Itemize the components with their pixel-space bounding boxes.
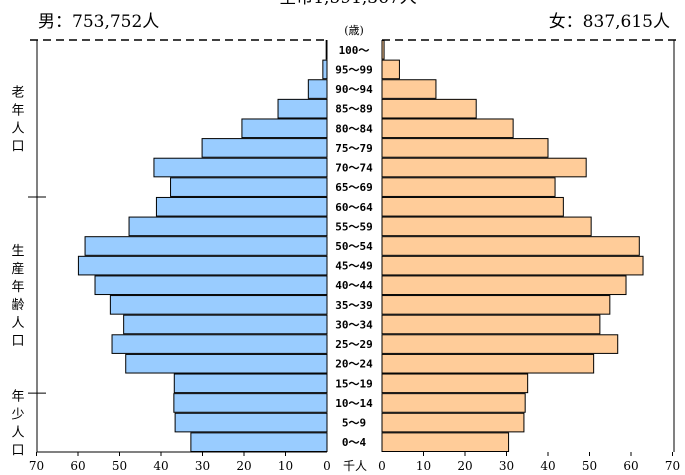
age-label: 25～29 xyxy=(335,338,373,351)
female-x-tick-label: 30 xyxy=(499,459,514,473)
female-bar-65～69 xyxy=(381,177,556,197)
female-bar-80～84 xyxy=(381,118,514,139)
age-label: 0～4 xyxy=(342,436,367,449)
female-bar-45～49 xyxy=(381,255,644,276)
age-group-label-char: 口 xyxy=(11,139,24,154)
male-bar-25～29 xyxy=(111,334,328,354)
age-group-label-char: 人 xyxy=(11,316,24,331)
chart-title: 全市1,591,367人 xyxy=(279,0,417,8)
age-label: 10～14 xyxy=(335,397,373,410)
male-x-tick-label: 10 xyxy=(278,459,293,473)
male-bar-75～79 xyxy=(201,138,328,158)
age-label: 60～64 xyxy=(335,201,373,214)
male-bar-85～89 xyxy=(277,98,328,119)
male-bar-45～49 xyxy=(77,255,328,276)
female-bar-95～99 xyxy=(381,59,400,80)
age-label: 75～79 xyxy=(335,142,373,155)
age-label: 100～ xyxy=(339,44,370,57)
age-group-label-char: 年 xyxy=(11,390,24,405)
male-x-tick-label: 50 xyxy=(112,459,127,473)
age-label: 5～9 xyxy=(342,417,366,430)
male-bar-70～74 xyxy=(153,157,328,178)
age-group-label-char: 齢 xyxy=(11,298,24,313)
age-label: 85～89 xyxy=(335,103,373,116)
male-x-tick-label: 20 xyxy=(236,459,251,473)
age-label: 55～59 xyxy=(335,220,373,233)
age-group-label-char: 人 xyxy=(11,121,24,136)
age-group-label-char: 産 xyxy=(11,261,24,277)
female-x-tick-label: 20 xyxy=(457,459,472,473)
male-bar-90～94 xyxy=(307,79,328,99)
age-group-label-char: 老 xyxy=(11,85,24,100)
male-x-tick-label: 70 xyxy=(29,459,44,473)
male-bar-95～99 xyxy=(322,59,328,80)
age-label: 20～24 xyxy=(335,358,373,371)
age-label: 30～34 xyxy=(335,318,373,331)
age-label: 80～84 xyxy=(335,122,373,135)
female-bar-100～ xyxy=(381,40,385,60)
age-group-label-char: 年 xyxy=(11,103,24,118)
age-group-label-char: 少 xyxy=(11,408,24,423)
male-total-label: 男：753,752人 xyxy=(38,12,159,32)
female-bar-5～9 xyxy=(381,412,525,433)
male-x-tick-label: 40 xyxy=(153,459,168,473)
age-label: 15～19 xyxy=(335,377,373,390)
age-group-label-char: 年 xyxy=(11,280,24,295)
female-bar-25～29 xyxy=(381,334,619,354)
male-bar-35～39 xyxy=(109,295,328,315)
male-bar-0～4 xyxy=(190,432,328,452)
female-x-tick-label: 60 xyxy=(623,459,638,473)
age-group-label-char: 生 xyxy=(11,244,24,259)
female-bar-15～19 xyxy=(381,373,529,394)
male-bar-20～24 xyxy=(125,353,328,374)
male-bar-100～ xyxy=(325,40,328,60)
male-bar-65～69 xyxy=(170,177,328,197)
male-bar-55～59 xyxy=(128,216,328,237)
age-label: 50～54 xyxy=(335,240,373,253)
age-label: 70～74 xyxy=(335,162,373,175)
female-bar-35～39 xyxy=(381,295,611,315)
age-label: 65～69 xyxy=(335,181,373,194)
age-unit-label: (歳) xyxy=(344,24,364,37)
age-label: 90～94 xyxy=(335,83,373,96)
male-bar-40～44 xyxy=(94,275,328,296)
male-bar-80～84 xyxy=(241,118,328,139)
male-x-tick-label: 0 xyxy=(323,459,331,473)
female-bar-40～44 xyxy=(381,275,627,296)
age-group-label-char: 口 xyxy=(11,334,24,349)
male-bar-50～54 xyxy=(84,236,328,256)
female-bar-0～4 xyxy=(381,432,510,452)
female-x-tick-label: 40 xyxy=(540,459,555,473)
female-bar-90～94 xyxy=(381,79,437,99)
age-group-label-char: 人 xyxy=(11,426,24,441)
female-total-label: 女：837,615人 xyxy=(549,12,670,32)
male-bar-10～14 xyxy=(173,393,328,413)
male-x-tick-label: 60 xyxy=(70,459,85,473)
male-bar-60～64 xyxy=(155,196,328,217)
age-label: 95～99 xyxy=(335,63,373,76)
female-x-tick-label: 10 xyxy=(416,459,431,473)
male-bar-5～9 xyxy=(174,412,328,433)
female-bar-70～74 xyxy=(381,157,587,178)
female-bar-10～14 xyxy=(381,393,526,413)
female-bar-60～64 xyxy=(381,196,564,217)
x-unit-label: 千人 xyxy=(343,459,367,473)
age-group-label-char: 口 xyxy=(11,444,24,459)
female-x-tick-label: 0 xyxy=(378,459,386,473)
female-bar-30～34 xyxy=(381,314,601,335)
male-bar-15～19 xyxy=(173,373,328,394)
female-x-tick-label: 50 xyxy=(582,459,597,473)
female-bar-20～24 xyxy=(381,353,595,374)
female-x-tick-label: 70 xyxy=(665,459,680,473)
male-x-tick-label: 30 xyxy=(195,459,210,473)
age-label: 45～49 xyxy=(335,260,373,273)
female-bar-75～79 xyxy=(381,138,549,158)
age-label: 40～44 xyxy=(335,279,373,292)
female-bar-50～54 xyxy=(381,236,640,256)
male-bar-30～34 xyxy=(123,314,328,335)
age-label: 35～39 xyxy=(335,299,373,312)
female-bar-55～59 xyxy=(381,216,592,237)
female-bar-85～89 xyxy=(381,98,477,119)
